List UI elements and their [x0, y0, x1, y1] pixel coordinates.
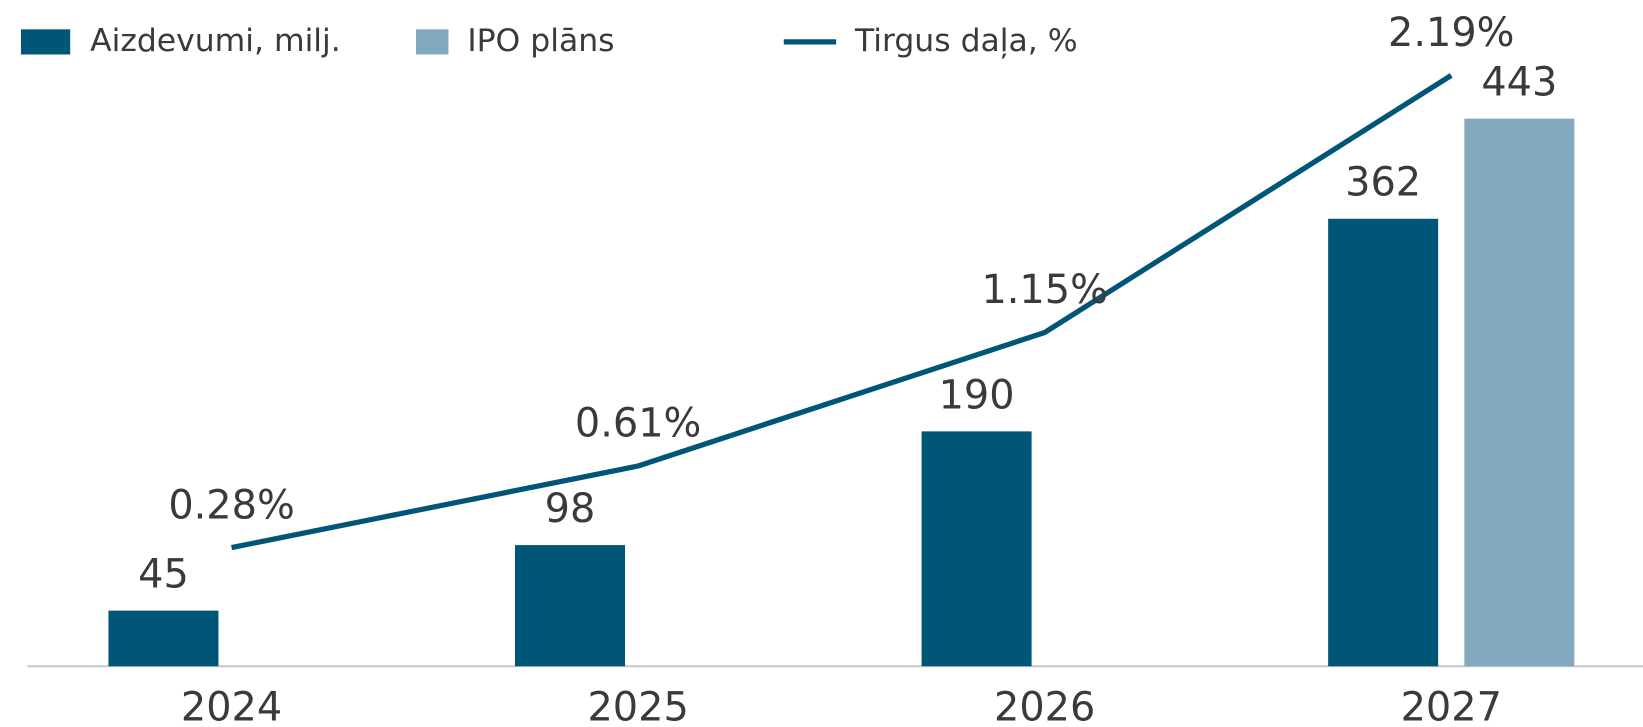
x-tick-label: 2027	[1401, 685, 1502, 727]
line-value-label: 0.61%	[575, 401, 701, 447]
bar	[1464, 118, 1575, 667]
bar-value-label: 190	[939, 372, 1015, 418]
x-tick-label: 2026	[994, 685, 1095, 727]
legend-swatch	[20, 29, 71, 55]
bar	[515, 545, 626, 667]
legend-label: IPO plāns	[467, 23, 614, 59]
line	[231, 73, 1453, 551]
line-value-label: 1.15%	[981, 267, 1107, 313]
bar	[921, 431, 1032, 667]
x-tick-label: 2025	[587, 685, 688, 727]
bar-value-label: 98	[545, 486, 596, 532]
bar-value-label: 45	[138, 552, 189, 598]
bar	[108, 610, 219, 667]
bar-value-label: 443	[1481, 60, 1557, 106]
bar	[1328, 218, 1439, 667]
bar-value-label: 362	[1345, 160, 1421, 206]
line-value-label: 0.28%	[168, 482, 294, 528]
legend-swatch	[415, 29, 449, 55]
legend-label: Aizdevumi, milj.	[90, 23, 341, 59]
legend-label: Tirgus daļa, %	[854, 23, 1078, 59]
x-tick-label: 2024	[181, 685, 282, 727]
line-value-label: 2.19%	[1388, 10, 1514, 56]
